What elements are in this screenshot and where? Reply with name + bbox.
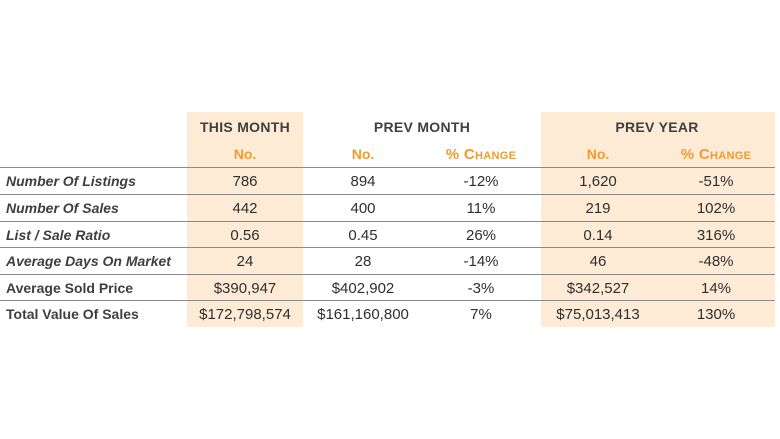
subheader-prev-month-pct: % Change — [445, 146, 517, 163]
prev-year-no: $75,013,413 — [556, 306, 640, 323]
row-label: List / Sale Ratio — [6, 227, 111, 243]
table-rule — [0, 300, 775, 301]
this-month-no: 24 — [236, 253, 254, 270]
subheader-this-month-no: No. — [233, 146, 257, 162]
table-row: Number Of Sales 442 400 11% 219 102% — [0, 195, 775, 221]
subheader-prev-month-no: No. — [351, 146, 375, 162]
prev-month-no: $161,160,800 — [317, 306, 409, 323]
this-month-no: $390,947 — [213, 280, 277, 297]
header-this-month: THIS MONTH — [199, 119, 291, 135]
prev-month-no: 894 — [350, 173, 376, 190]
row-label: Total Value Of Sales — [6, 306, 139, 322]
row-label: Average Sold Price — [6, 280, 134, 296]
prev-year-pct: -48% — [698, 253, 734, 270]
prev-year-no: 0.14 — [583, 227, 613, 244]
table-rule — [0, 167, 775, 168]
row-label: Number Of Sales — [6, 200, 119, 216]
prev-month-pct: -3% — [467, 280, 495, 297]
table-row: Average Days On Market 24 28 -14% 46 -48… — [0, 248, 775, 274]
header-prev-year: PREV YEAR — [615, 119, 699, 135]
prev-year-pct: 14% — [700, 280, 732, 297]
subheader-prev-year-pct: % Change — [680, 146, 752, 163]
prev-year-no: 1,620 — [579, 173, 617, 190]
this-month-no: 786 — [232, 173, 258, 190]
this-month-no: $172,798,574 — [199, 306, 291, 323]
prev-year-no: 219 — [585, 200, 611, 217]
prev-year-column-shade — [541, 112, 775, 327]
prev-year-no: $342,527 — [566, 280, 630, 297]
this-month-column-shade — [187, 112, 303, 327]
prev-year-pct: 316% — [696, 227, 736, 244]
prev-month-pct: 26% — [465, 227, 497, 244]
header-prev-month: PREV MONTH — [373, 119, 471, 135]
table-rule — [0, 247, 775, 248]
this-month-no: 442 — [232, 200, 258, 217]
prev-year-pct: 102% — [696, 200, 736, 217]
prev-year-pct: 130% — [696, 306, 736, 323]
subheader-prev-year-no: No. — [586, 146, 610, 162]
prev-month-pct: 7% — [470, 306, 492, 323]
prev-month-pct: -14% — [463, 253, 499, 270]
row-label: Average Days On Market — [6, 253, 171, 269]
table-row: Number Of Listings 786 894 -12% 1,620 -5… — [0, 168, 775, 194]
prev-month-no: 28 — [354, 253, 372, 270]
table-rule — [0, 274, 775, 275]
row-label: Number Of Listings — [6, 173, 136, 189]
prev-month-no: $402,902 — [331, 280, 395, 297]
this-month-no: 0.56 — [230, 227, 260, 244]
prev-year-no: 46 — [589, 253, 607, 270]
table-rule — [0, 221, 775, 222]
table-rule — [0, 194, 775, 195]
table-row: Average Sold Price $390,947 $402,902 -3%… — [0, 275, 775, 301]
prev-month-no: 400 — [350, 200, 376, 217]
prev-month-pct: 11% — [466, 200, 496, 217]
prev-year-pct: -51% — [698, 173, 734, 190]
table-row: Total Value Of Sales $172,798,574 $161,1… — [0, 301, 775, 327]
prev-month-no: 0.45 — [348, 227, 378, 244]
table-row: List / Sale Ratio 0.56 0.45 26% 0.14 316… — [0, 222, 775, 248]
prev-month-pct: -12% — [463, 173, 499, 190]
